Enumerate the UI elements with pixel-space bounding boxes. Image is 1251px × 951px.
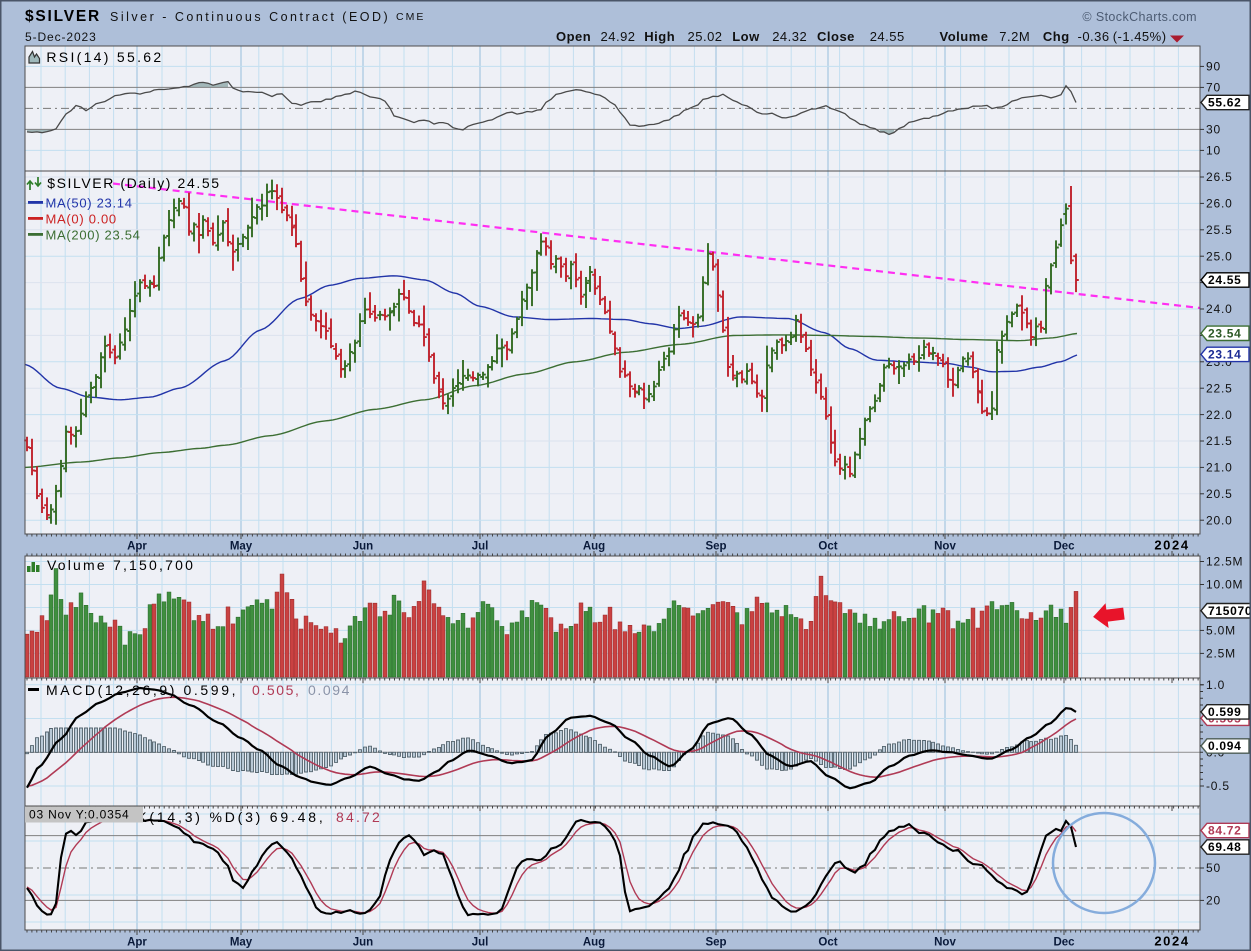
svg-text:90: 90 [1206,60,1221,74]
svg-text:Oct: Oct [818,937,837,949]
svg-text:%K(14,3) %D(3) 69.48,: %K(14,3) %D(3) 69.48, [122,809,326,825]
svg-text:25.0: 25.0 [1206,249,1233,263]
svg-text:Jul: Jul [472,541,489,553]
svg-text:84.72: 84.72 [336,809,382,825]
svg-text:May: May [230,541,253,553]
svg-text:20.0: 20.0 [1206,513,1233,527]
svg-text:24.0: 24.0 [1206,302,1233,316]
svg-text:84.72: 84.72 [1208,824,1242,838]
svg-text:Silver - Continuous Contract (: Silver - Continuous Contract (EOD) [110,10,390,24]
svg-text:MACD(12,26,9) 0.599,: MACD(12,26,9) 0.599, [46,682,238,698]
svg-text:2024: 2024 [1154,538,1189,553]
svg-text:55.62: 55.62 [1208,96,1242,110]
svg-text:1.0: 1.0 [1206,678,1225,692]
svg-text:7150700: 7150700 [1208,604,1251,618]
svg-text:03 Nov Y:0.0354: 03 Nov Y:0.0354 [29,808,130,822]
svg-text:10.0M: 10.0M [1206,578,1243,592]
svg-text:2024: 2024 [1154,934,1189,949]
svg-text:20.5: 20.5 [1206,487,1233,501]
svg-text:23.54: 23.54 [1208,327,1242,341]
svg-text:Jun: Jun [353,541,373,553]
svg-text:MA(0) 0.00: MA(0) 0.00 [46,212,117,227]
svg-text:Jun: Jun [353,937,373,949]
svg-text:21.5: 21.5 [1206,434,1233,448]
svg-text:RSI(14) 55.62: RSI(14) 55.62 [46,49,163,65]
svg-text:26.5: 26.5 [1206,170,1233,184]
svg-text:-0.5: -0.5 [1206,779,1230,793]
svg-text:0.599: 0.599 [1208,705,1242,719]
svg-text:22.0: 22.0 [1206,408,1233,422]
svg-text:22.5: 22.5 [1206,381,1233,395]
svg-text:MA(50) 23.14: MA(50) 23.14 [46,196,133,211]
svg-text:10: 10 [1206,144,1221,158]
svg-text:2.5M: 2.5M [1206,647,1236,661]
svg-text:30: 30 [1206,123,1221,137]
svg-text:Nov: Nov [934,541,956,553]
svg-text:© StockCharts.com: © StockCharts.com [1082,10,1197,24]
svg-text:Aug: Aug [583,541,605,553]
svg-text:MA(200) 23.54: MA(200) 23.54 [46,228,141,243]
svg-text:0.094: 0.094 [308,682,351,698]
svg-text:12.5M: 12.5M [1206,555,1243,569]
svg-text:Dec: Dec [1053,541,1075,553]
svg-text:24.55: 24.55 [1208,273,1242,287]
svg-text:20: 20 [1206,894,1221,908]
svg-text:70: 70 [1206,81,1221,95]
svg-text:23.14: 23.14 [1208,348,1242,362]
svg-text:Apr: Apr [127,937,147,949]
svg-text:Dec: Dec [1053,937,1075,949]
svg-text:26.0: 26.0 [1206,197,1233,211]
svg-text:Apr: Apr [127,541,147,553]
svg-text:5.0M: 5.0M [1206,624,1236,638]
svg-text:CME: CME [396,11,425,23]
svg-text:Nov: Nov [934,937,956,949]
svg-text:Sep: Sep [705,541,726,553]
svg-text:$SILVER: $SILVER [25,8,101,25]
svg-text:May: May [230,937,253,949]
svg-text:Sep: Sep [705,937,726,949]
svg-text:0.094: 0.094 [1208,739,1242,753]
svg-text:Aug: Aug [583,937,605,949]
svg-text:25.5: 25.5 [1206,223,1233,237]
svg-text:0.505,: 0.505, [252,682,301,698]
svg-text:Oct: Oct [818,541,837,553]
svg-text:50: 50 [1206,861,1221,875]
svg-text:$SILVER (Daily) 24.55: $SILVER (Daily) 24.55 [47,175,220,191]
svg-text:21.0: 21.0 [1206,461,1233,475]
svg-text:5-Dec-2023: 5-Dec-2023 [25,30,97,44]
svg-text:Jul: Jul [472,937,489,949]
svg-text:69.48: 69.48 [1208,840,1242,854]
svg-text:Volume 7,150,700: Volume 7,150,700 [47,557,195,573]
